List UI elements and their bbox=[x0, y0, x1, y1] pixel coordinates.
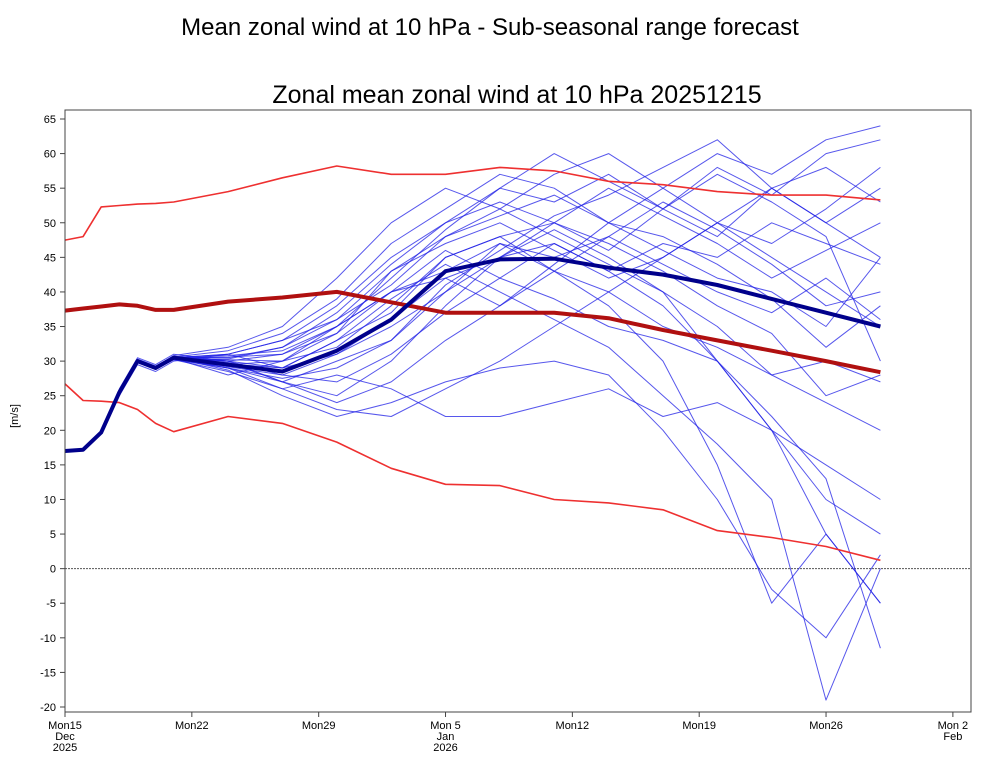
x-tick-label: Mon19 bbox=[682, 720, 716, 732]
y-tick-label: 5 bbox=[50, 529, 56, 541]
x-tick-label: Mon22 bbox=[175, 720, 209, 732]
y-tick-label: -15 bbox=[40, 667, 56, 679]
ensemble-member-line-10 bbox=[64, 359, 881, 500]
y-axis-label: [m/s] bbox=[9, 404, 21, 428]
x-tick-label: 2026 bbox=[433, 742, 457, 754]
climate-lower-line bbox=[64, 383, 881, 562]
ensemble-member-line-22 bbox=[64, 236, 881, 452]
y-tick-label: 60 bbox=[44, 149, 56, 161]
x-tick-label: Dec bbox=[55, 731, 75, 743]
y-tick-label: 0 bbox=[50, 564, 56, 576]
y-tick-label: -20 bbox=[40, 702, 56, 714]
x-tick-label: Feb bbox=[943, 731, 962, 743]
ensemble-mean-line bbox=[64, 256, 881, 453]
y-tick-label: 40 bbox=[44, 287, 56, 299]
y-tick-label: 10 bbox=[44, 494, 56, 506]
climate-upper-line bbox=[64, 165, 881, 241]
x-tick-label: Mon12 bbox=[556, 720, 590, 732]
ensemble-member-line-13 bbox=[64, 277, 881, 649]
x-tick-label: Jan bbox=[437, 731, 455, 743]
series-layer bbox=[64, 125, 971, 701]
x-tick-label: 2025 bbox=[53, 742, 77, 754]
page-title: Mean zonal wind at 10 hPa - Sub-seasonal… bbox=[181, 14, 799, 41]
y-tick-label: -5 bbox=[46, 598, 56, 610]
y-tick-label: 45 bbox=[44, 252, 56, 264]
climate-mean-line bbox=[64, 289, 881, 375]
ensemble-member-line-19 bbox=[64, 236, 881, 452]
y-tick-label: 15 bbox=[44, 460, 56, 472]
x-tick-label: Mon29 bbox=[302, 720, 336, 732]
chart-title: Zonal mean zonal wind at 10 hPa 20251215 bbox=[272, 81, 761, 109]
x-tick-label: Mon26 bbox=[809, 720, 843, 732]
x-tick-label: Mon15 bbox=[48, 720, 82, 732]
ensemble-member-line-14 bbox=[64, 229, 881, 452]
ensemble-member-line-21 bbox=[64, 357, 881, 639]
y-tick-label: 50 bbox=[44, 218, 56, 230]
x-tick-label: Mon 2 bbox=[938, 720, 969, 732]
y-tick-label: 55 bbox=[44, 183, 56, 195]
y-tick-label: 25 bbox=[44, 391, 56, 403]
plot-frame bbox=[64, 109, 972, 713]
y-tick-label: 35 bbox=[44, 322, 56, 334]
ensemble-member-line-8 bbox=[64, 263, 881, 701]
x-tick-label: Mon 5 bbox=[430, 720, 461, 732]
ensemble-member-line-15 bbox=[64, 187, 881, 452]
y-tick-label: -10 bbox=[40, 633, 56, 645]
y-tick-label: 20 bbox=[44, 425, 56, 437]
y-tick-label: 65 bbox=[44, 114, 56, 126]
y-tick-label: 30 bbox=[44, 356, 56, 368]
